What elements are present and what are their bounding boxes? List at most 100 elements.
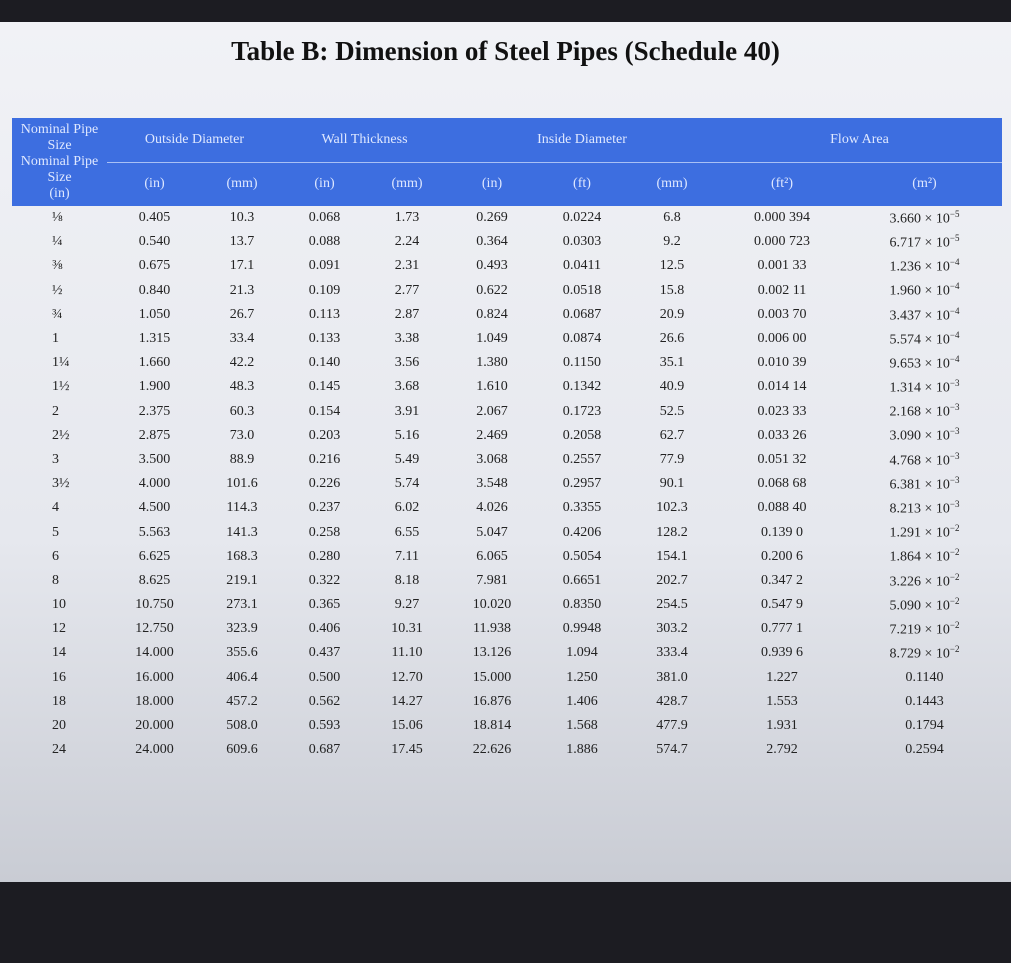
cell: 0.033 26: [757, 427, 807, 443]
cell: 0.068 68: [757, 476, 807, 492]
table-row: 20 20.000 508.0 0.593 15.06 18.814 1.568 477.9 1…: [12, 714, 1002, 738]
unit-label: (mm): [656, 176, 688, 192]
cell: 10.750: [135, 597, 174, 613]
cell: 0.493: [476, 258, 508, 274]
cell: 0.200 6: [761, 548, 803, 564]
cell: 5.090 × 10−2: [847, 593, 1002, 617]
cell: 15.06: [391, 718, 423, 734]
cell: 0.139 0: [761, 524, 803, 540]
cell-base: 3.090 × 10: [889, 429, 950, 445]
cell: 2.77: [394, 282, 420, 298]
cell: 381.0: [656, 669, 688, 685]
cell: 8.18: [394, 572, 420, 588]
cell: 15.8: [659, 282, 685, 298]
cell: 10.020: [472, 597, 512, 613]
cell: 9.653 × 10−4: [847, 351, 1002, 375]
table-row: ½ 0.840 21.3 0.109 2.77 0.622 0.0518 15.8 0.002 …: [12, 279, 1002, 303]
cell: 0.001 33: [757, 258, 807, 274]
cell-base: 1.314 × 10: [889, 380, 950, 396]
cell: 8.625: [138, 572, 171, 588]
cell-base: 2.168 × 10: [889, 404, 950, 420]
cell: 5.74: [394, 476, 420, 492]
cell: 52.5: [659, 403, 685, 419]
unit-label: (ft): [573, 176, 591, 192]
cell-base: 7.219 × 10: [889, 622, 950, 638]
group-label: Flow Area: [717, 118, 1002, 163]
table-row: 3½ 4.000 101.6 0.226 5.74 3.548 0.2957 90.1 0.06…: [12, 472, 1002, 496]
cell: 10.3: [229, 210, 255, 226]
cell: 7.219 × 10−2: [847, 617, 1002, 641]
group-label: Wall Thickness: [282, 118, 447, 163]
cell-base: 3.660 × 10: [889, 211, 950, 227]
cell: 0.777 1: [761, 621, 803, 637]
table-row: ¼ 0.540 13.7 0.088 2.24 0.364 0.0303 9.2 0.000 7…: [12, 230, 1002, 254]
cell: 77.9: [659, 451, 685, 467]
cell: 3.226 × 10−2: [847, 569, 1002, 593]
cell: 3.548: [476, 476, 508, 492]
cell-exponent: −4: [949, 329, 960, 340]
cell: 5.49: [394, 451, 420, 467]
cell: 2½: [52, 427, 70, 443]
cell: 1.960 × 10−4: [847, 279, 1002, 303]
cell: 0.322: [308, 572, 341, 588]
cell: 2.067: [476, 403, 508, 419]
cell: 6.717 × 10−5: [847, 230, 1002, 254]
cell: 0.8350: [562, 597, 602, 613]
cell: 0.547 9: [761, 597, 803, 613]
cell: 3.68: [394, 379, 420, 395]
cell: 0.0224: [562, 210, 602, 226]
cell: 3.91: [394, 403, 420, 419]
table-row: 1¼ 1.660 42.2 0.140 3.56 1.380 0.1150 35.1 0.010…: [12, 351, 1002, 375]
table-body: ⅛ 0.405 10.3 0.068 1.73 0.269 0.0224 6.8 0.000 3…: [12, 206, 1002, 762]
cell: 1.315: [138, 331, 171, 347]
cell: 0.675: [138, 258, 171, 274]
cell: 0.051 32: [757, 451, 807, 467]
cell: 11.938: [473, 621, 511, 637]
cell-exponent: −4: [949, 281, 960, 292]
cell: 16.000: [135, 669, 174, 685]
cell-base: 1.864 × 10: [889, 550, 950, 566]
table-row: 24 24.000 609.6 0.687 17.45 22.626 1.886 574.7 2…: [12, 738, 1002, 762]
cell: 0.840: [138, 282, 171, 298]
cell: 0.014 14: [757, 379, 807, 395]
cell: 0.622: [476, 282, 508, 298]
cell: 0.0303: [562, 234, 602, 250]
cell: 0.000 394: [754, 210, 810, 226]
cell: 0.2058: [562, 427, 602, 443]
cell: 35.1: [659, 355, 685, 371]
cell: 0.1342: [562, 379, 602, 395]
cell: 1.553: [766, 693, 798, 709]
cell: 0.226: [308, 476, 341, 492]
cell: 0.091: [308, 258, 341, 274]
cell: 14.000: [135, 645, 174, 661]
cell: 1.291 × 10−2: [847, 520, 1002, 544]
table-row: 8 8.625 219.1 0.322 8.18 7.981 0.6651 202.7 0.34…: [12, 569, 1002, 593]
cell: 1.406: [566, 693, 598, 709]
cell: 0.2957: [562, 476, 602, 492]
page: Table B: Dimension of Steel Pipes (Sched…: [0, 22, 1011, 882]
group-label: Nominal Pipe Size Nominal Pipe Size (in): [12, 118, 107, 206]
cell: 6.065: [476, 548, 508, 564]
cell: 6.55: [394, 524, 420, 540]
cell-base: 1.291 × 10: [889, 525, 950, 541]
cell: 3.56: [394, 355, 420, 371]
cell: 1.931: [766, 718, 798, 734]
cell: 128.2: [656, 524, 688, 540]
cell: 273.1: [226, 597, 258, 613]
cell: 9.2: [663, 234, 681, 250]
cell: 0.068: [308, 210, 341, 226]
cell: 457.2: [226, 693, 258, 709]
cell: 0.1794: [905, 718, 944, 734]
cell: 3.500: [138, 451, 171, 467]
cell-exponent: −2: [949, 547, 960, 558]
cell: 9.27: [394, 597, 420, 613]
cell: 0.540: [138, 234, 171, 250]
cell-exponent: −3: [949, 499, 960, 510]
cell: 2.31: [394, 258, 420, 274]
cell: 1.886: [566, 742, 598, 758]
cell: 2.792: [766, 742, 798, 758]
cell: 20.9: [659, 306, 685, 322]
cell: 168.3: [226, 548, 258, 564]
table-row: 5 5.563 141.3 0.258 6.55 5.047 0.4206 128.2 0.13…: [12, 520, 1002, 544]
cell: ⅜: [52, 258, 63, 274]
